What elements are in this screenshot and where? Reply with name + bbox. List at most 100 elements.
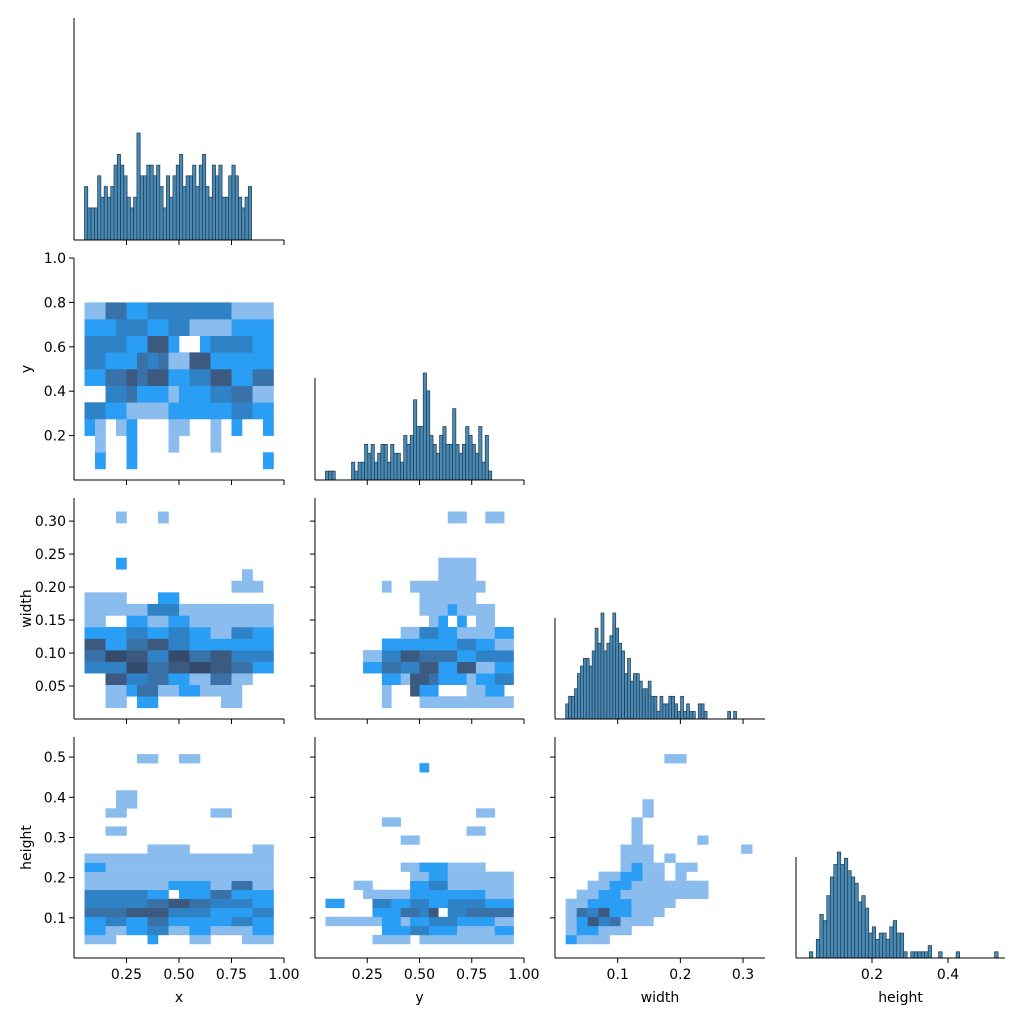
heat-cell [137,369,148,386]
heat-cell [231,626,243,639]
heat-cell [126,880,138,890]
hist-bar [733,711,737,720]
heat-cell [242,853,253,863]
heat-cell [428,592,439,605]
heat-cell [126,603,138,616]
heat-cell [158,335,169,353]
heat-cell [252,335,264,353]
heat-cell [428,880,439,890]
heat-cell [147,684,159,697]
heat-cell [210,880,222,890]
hist-bar [380,443,385,481]
heat-cell [105,626,117,639]
hist-bar [331,470,336,481]
heat-cell [158,925,169,936]
heat-cell [95,435,106,453]
heat-cell [179,925,190,936]
heat-cell [485,880,496,890]
heat-cell [189,684,201,697]
heat-cell [466,871,477,881]
heat-cell [504,889,514,900]
heat-cell [147,319,159,336]
heat-cell [263,626,274,639]
heat-cell [158,871,169,881]
hist-bar [917,951,922,959]
heat-cell [116,592,127,605]
heat-cell [158,369,169,386]
heat-cell [116,511,127,524]
heat-cell [609,898,621,909]
heat-cell [221,352,232,370]
heat-cell [210,661,222,674]
heat-cell [84,871,96,881]
heat-cell [221,880,232,890]
heat-cell [466,684,477,697]
heat-cell [381,638,392,651]
hist-bar [172,175,177,241]
heat-cell [504,650,514,662]
heat-cell [642,889,654,900]
heat-cell [147,844,159,854]
heat-cell [105,603,117,616]
heat-cell [242,369,253,386]
heat-cell [381,661,392,674]
heat-cell [231,402,243,420]
hist-bar [854,882,859,959]
heat-cell [620,916,632,927]
heat-cell [158,638,169,651]
heat-cell [116,335,127,353]
hist-bar [615,627,620,720]
heat-cell [410,661,420,674]
heat-cell [210,335,222,353]
hist-bar [621,650,625,720]
heat-cell [494,661,505,674]
heat-cell [485,626,496,639]
heat-cell [84,853,96,863]
heat-cell [475,907,486,918]
heat-cell [381,889,392,900]
heat-cell [653,889,665,900]
hist-bar [847,870,852,959]
heat-cell [179,889,190,900]
heat-cell [116,880,127,890]
heat-cell [179,916,190,927]
heat-cell [631,907,643,918]
heat-cell [189,369,201,386]
heat-cell [428,638,439,651]
heat-cell [381,684,392,697]
heat-cell [126,302,138,320]
heat-cell [95,319,106,336]
hist-bar [674,703,678,720]
axes-r2-c0: 0.05 0.10 0.15 0.20 0.25 0.30 [35,498,285,724]
heat-cell [263,871,274,881]
hist-bar [633,673,637,720]
heat-cell [485,673,496,685]
hist-bar [700,703,705,720]
y-tick-label: 0.2 [44,871,66,887]
hist-bar [656,711,661,720]
hist-bar [439,435,444,481]
heat-cell [105,673,117,685]
heat-cell [438,603,449,616]
heat-cell [231,880,243,890]
hist-bar [396,452,401,481]
heat-cell [168,638,180,651]
y-tick-label: 0.10 [35,646,66,662]
heat-cell [263,615,274,628]
heat-cell [189,402,201,420]
heat-cell [642,907,654,918]
heat-cell [504,898,514,909]
heat-cell [438,592,449,605]
heat-cell [372,934,383,945]
heat-cell [653,871,665,881]
heat-cell [263,907,274,918]
hist-bar [594,627,599,720]
heat-cell [587,898,599,909]
heat-cell [609,889,621,900]
heat-cell [391,650,401,662]
heat-cell [620,862,632,872]
hist-bar [588,665,593,720]
heat-cell [587,916,599,927]
heat-cell [494,871,505,881]
